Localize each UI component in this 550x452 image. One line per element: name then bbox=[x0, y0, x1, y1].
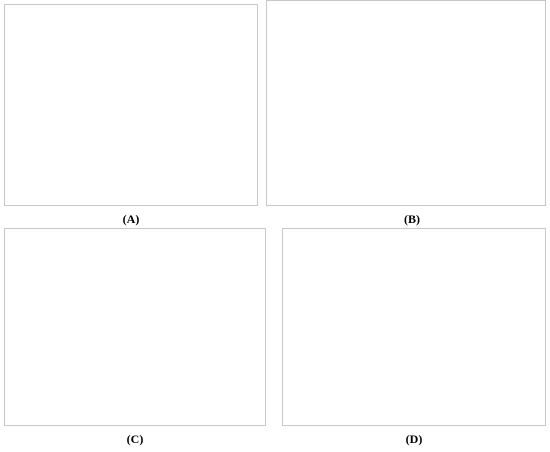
panel-d-frame bbox=[282, 228, 546, 426]
panel-b-frame bbox=[266, 0, 546, 206]
panel-c: 0200400600800100012001400012345602040608… bbox=[4, 228, 266, 426]
caption-d: (D) bbox=[405, 432, 423, 446]
panel-d: 0200400600800100012001400160018000246810… bbox=[282, 228, 546, 426]
caption-c: (C) bbox=[126, 432, 144, 446]
caption-b: (B) bbox=[404, 212, 420, 226]
panel-b: 0200400600800100012001400160005101520250… bbox=[266, 0, 546, 206]
panel-a: 0200400600800100012001400160002468101214… bbox=[4, 4, 258, 206]
panel-a-frame bbox=[4, 4, 258, 206]
panel-c-frame bbox=[4, 228, 266, 426]
caption-a: (A) bbox=[122, 212, 140, 226]
